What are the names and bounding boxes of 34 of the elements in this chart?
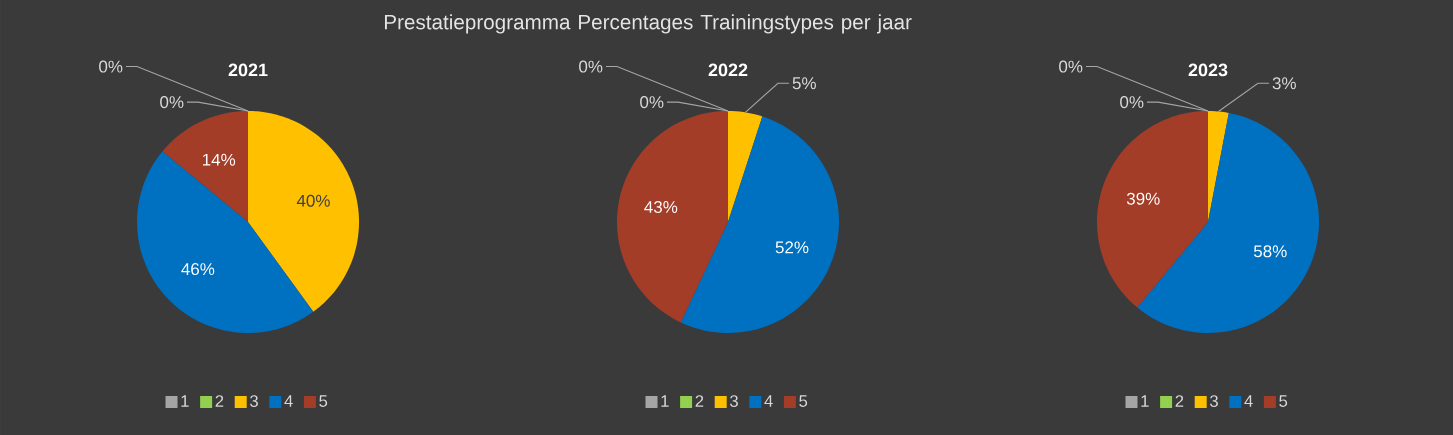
text: 0% [1120,96,1144,109]
data-label: 46% [181,263,215,276]
data-label: 3% [1272,77,1296,90]
legend-label: 5 [799,395,808,407]
legend-label: 3 [1209,395,1218,407]
chart-title: 2021 [228,63,268,77]
legend-label: 3 [250,395,258,407]
legend-label: 2 [215,395,224,407]
chart-subtitle: 2022 [708,63,748,77]
legend-label: 4 [284,395,293,407]
legend-label: 5 [319,395,328,407]
legend-label: 4 [764,395,773,407]
legend-label: 2 [695,395,704,407]
text: 0% [1059,60,1083,73]
chart-title: 2023 [1188,63,1228,77]
legend-label: 1 [661,395,669,407]
text: 0% [160,96,184,109]
data-label: 40% [296,194,330,207]
data-label: 39% [1126,192,1160,205]
legend-label: 1 [181,395,189,407]
legend-label: 3 [730,395,738,407]
legend-label: 2 [1175,395,1184,407]
legend-label: 5 [1279,395,1288,407]
text: 0% [640,96,664,109]
data-label: 52% [775,241,809,254]
data-label: 14% [203,153,236,166]
legend-label: 4 [1244,395,1253,407]
data-label: 58% [1253,245,1287,258]
text: 0% [99,60,123,73]
legend-label: 1 [1141,395,1149,407]
data-label: 43% [644,200,678,213]
data-label: 5% [792,77,816,90]
chart-title: Prestatieprogramma Percentages Trainingstypes per jaar [384,14,912,34]
text: 0% [579,60,603,73]
